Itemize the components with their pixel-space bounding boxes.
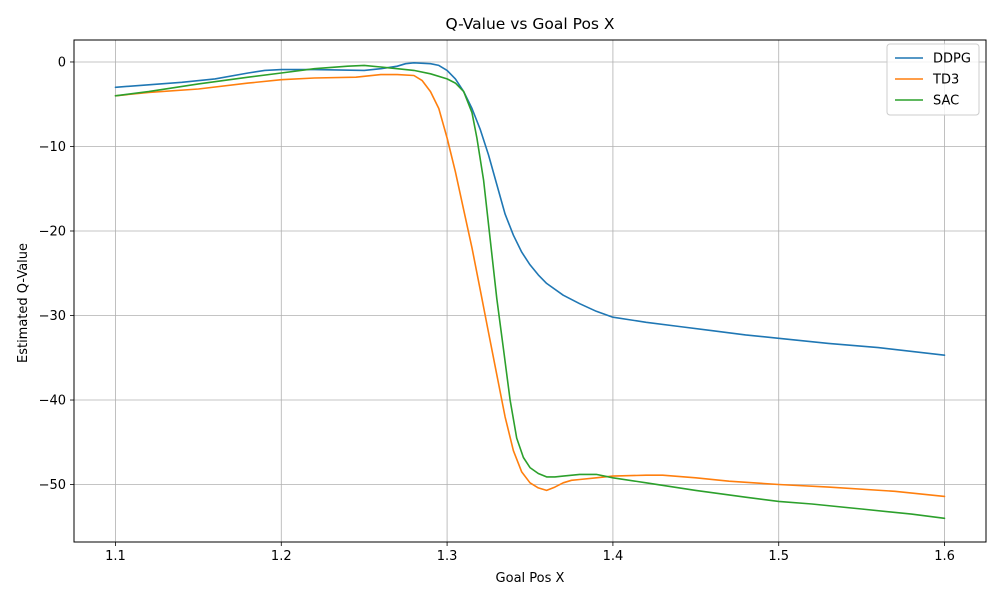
y-tick-label: −10 [39,140,66,155]
series-line-ddpg [114,61,946,357]
x-axis-ticks: 1.1 1.2 1.3 1.4 1.5 1.6 [105,542,955,564]
y-axis-label: Estimated Q-Value [16,243,31,363]
x-axis-label: Goal Pos X [496,571,565,586]
x-tick-label: 1.5 [768,549,789,564]
series-lines [114,61,946,520]
legend-box [886,43,980,116]
y-tick-label: −30 [39,309,66,324]
y-tick-label: 0 [58,55,66,70]
chart-title: Q-Value vs Goal Pos X [445,15,614,33]
legend-label-sac: SAC [933,94,959,109]
x-tick-label: 1.3 [437,549,458,564]
legend: DDPG TD3 SAC [886,43,980,116]
grid [74,40,986,542]
legend-label-td3: TD3 [932,73,959,88]
legend-label-ddpg: DDPG [933,52,971,67]
x-tick-label: 1.1 [105,549,126,564]
x-tick-label: 1.2 [271,549,292,564]
x-tick-label: 1.6 [934,549,955,564]
x-tick-label: 1.4 [603,549,624,564]
series-line-td3 [114,73,946,498]
y-tick-label: −50 [39,478,66,493]
y-axis-ticks: 0 −10 −20 −30 −40 −50 [39,55,74,493]
y-tick-label: −40 [39,394,66,409]
y-tick-label: −20 [39,224,66,239]
plot-frame [73,39,987,543]
series-line-sac [114,64,946,520]
